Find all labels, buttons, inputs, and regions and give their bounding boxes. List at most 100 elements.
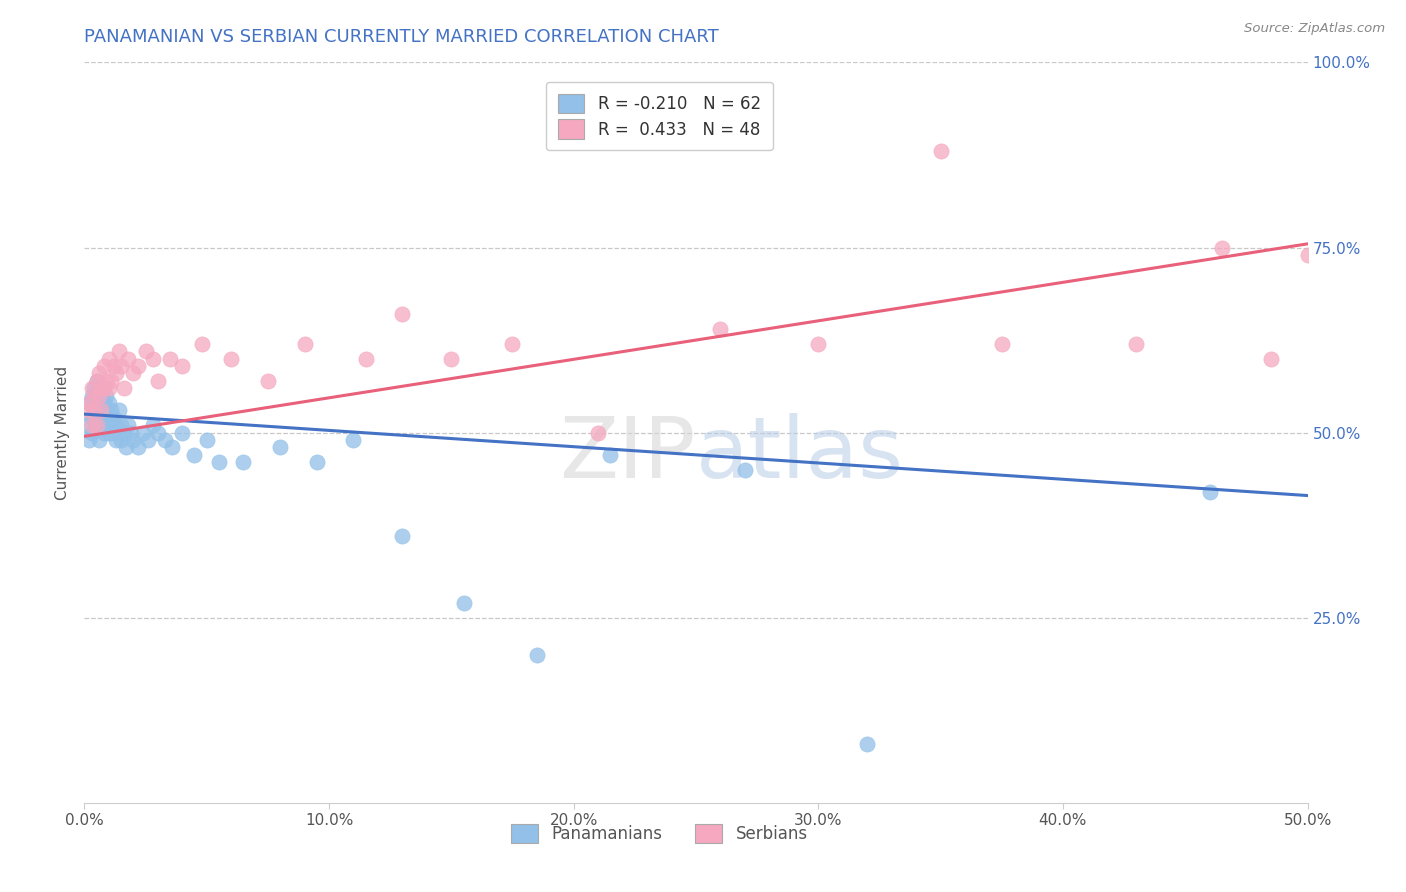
Point: [232, 455, 254, 469]
Point: [80, 410, 103, 425]
Point: [929, 145, 952, 159]
Point: [391, 529, 413, 543]
Point: [93, 425, 115, 440]
Point: [105, 367, 128, 381]
Text: Source: ZipAtlas.com: Source: ZipAtlas.com: [1244, 22, 1385, 36]
Point: [110, 433, 132, 447]
Point: [76, 418, 98, 433]
Point: [159, 351, 181, 366]
Point: [83, 403, 105, 417]
Point: [162, 441, 184, 455]
Point: [146, 374, 169, 388]
Legend: Panamanians, Serbians: Panamanians, Serbians: [505, 817, 814, 850]
Point: [110, 359, 132, 373]
Point: [991, 336, 1014, 351]
Point: [86, 418, 108, 433]
Point: [80, 418, 103, 433]
Point: [135, 344, 157, 359]
Point: [856, 737, 879, 751]
Point: [132, 425, 155, 440]
Point: [97, 410, 120, 425]
Point: [208, 455, 231, 469]
Point: [391, 307, 413, 321]
Point: [172, 359, 194, 373]
Point: [77, 433, 100, 447]
Point: [77, 396, 100, 410]
Point: [219, 351, 242, 366]
Point: [172, 425, 194, 440]
Point: [294, 336, 316, 351]
Point: [599, 448, 621, 462]
Point: [87, 403, 110, 417]
Point: [96, 374, 118, 388]
Point: [83, 403, 105, 417]
Point: [97, 425, 120, 440]
Point: [440, 351, 463, 366]
Point: [1211, 240, 1233, 255]
Point: [103, 425, 125, 440]
Point: [107, 403, 129, 417]
Point: [127, 359, 149, 373]
Point: [93, 396, 115, 410]
Point: [107, 344, 129, 359]
Point: [96, 388, 118, 402]
Point: [195, 433, 218, 447]
Point: [100, 374, 122, 388]
Point: [526, 648, 548, 662]
Point: [191, 336, 214, 351]
Point: [93, 359, 115, 373]
Point: [142, 418, 165, 433]
Point: [112, 381, 135, 395]
Point: [90, 410, 112, 425]
Point: [153, 433, 176, 447]
Point: [115, 441, 138, 455]
Point: [112, 425, 135, 440]
Text: atlas: atlas: [696, 413, 904, 496]
Point: [100, 403, 122, 417]
Point: [1125, 336, 1147, 351]
Point: [183, 448, 205, 462]
Point: [1260, 351, 1282, 366]
Point: [110, 418, 132, 433]
Point: [97, 351, 120, 366]
Point: [122, 367, 145, 381]
Point: [93, 381, 115, 395]
Point: [93, 381, 115, 395]
Point: [257, 374, 280, 388]
Point: [105, 418, 128, 433]
Point: [103, 359, 125, 373]
Point: [80, 381, 103, 395]
Point: [120, 425, 142, 440]
Point: [305, 455, 328, 469]
Point: [87, 381, 110, 395]
Point: [87, 433, 110, 447]
Point: [86, 418, 108, 433]
Point: [807, 336, 830, 351]
Point: [142, 351, 165, 366]
Point: [709, 322, 731, 336]
Point: [87, 388, 110, 402]
Point: [100, 418, 122, 433]
Point: [453, 596, 475, 610]
Y-axis label: Currently Married: Currently Married: [55, 366, 70, 500]
Point: [117, 351, 139, 366]
Point: [269, 441, 291, 455]
Point: [122, 433, 145, 447]
Point: [146, 425, 169, 440]
Point: [1296, 248, 1319, 262]
Point: [87, 367, 110, 381]
Point: [1198, 484, 1220, 499]
Point: [127, 441, 149, 455]
Point: [734, 462, 756, 476]
Point: [96, 403, 118, 417]
Point: [77, 396, 100, 410]
Point: [80, 425, 103, 440]
Point: [342, 433, 364, 447]
Point: [86, 374, 108, 388]
Point: [86, 396, 108, 410]
Point: [354, 351, 377, 366]
Text: PANAMANIAN VS SERBIAN CURRENTLY MARRIED CORRELATION CHART: PANAMANIAN VS SERBIAN CURRENTLY MARRIED …: [84, 28, 718, 45]
Text: ZIP: ZIP: [560, 413, 696, 496]
Point: [586, 425, 609, 440]
Point: [90, 388, 112, 402]
